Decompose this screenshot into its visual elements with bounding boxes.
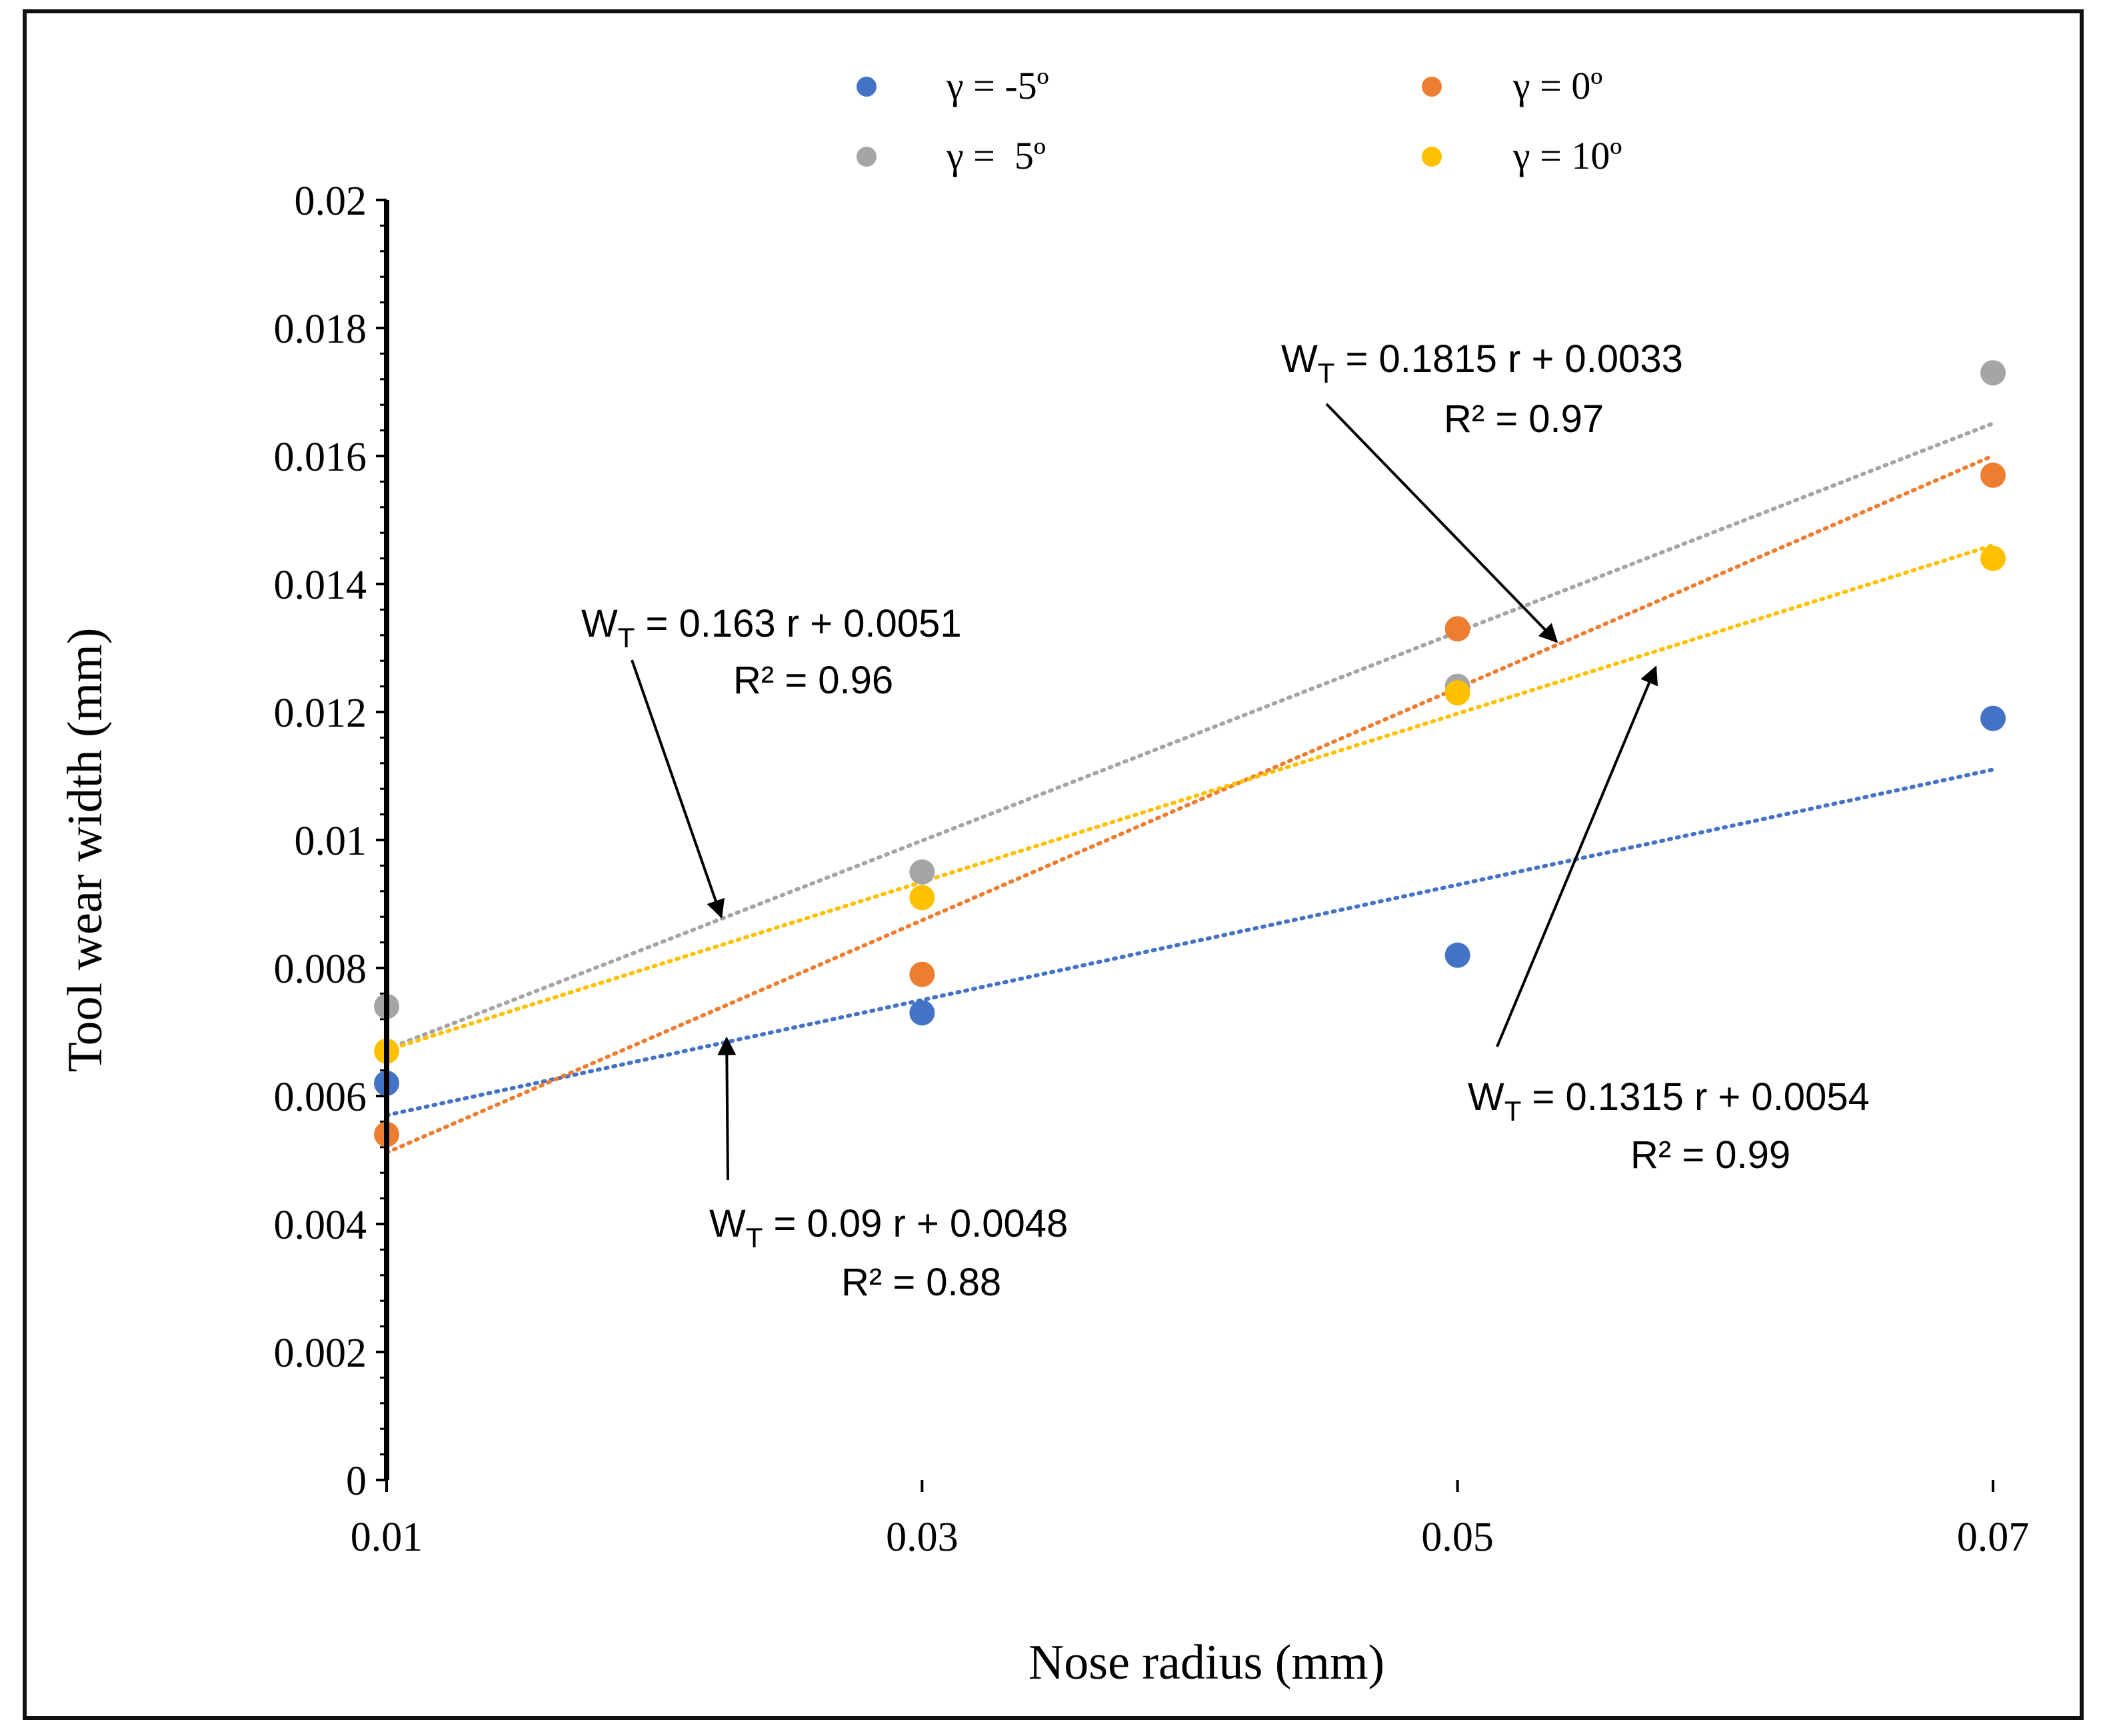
data-point-series-3 bbox=[909, 885, 935, 911]
annotation-gray-eq-main: W bbox=[581, 602, 618, 645]
trendline-series-0 bbox=[385, 767, 1995, 1117]
annotation-yellow-eq-main: W bbox=[1468, 1075, 1504, 1119]
y-axis-label: Tool wear width (mm) bbox=[58, 628, 113, 1073]
annotation-yellow-eq-sub: T bbox=[1504, 1095, 1522, 1127]
trendline-series-2 bbox=[385, 421, 1995, 1051]
data-point-series-3 bbox=[1980, 545, 2006, 571]
data-points bbox=[374, 360, 2006, 1147]
annotation-blue-equation: WT = 0.09 r + 0.0048 bbox=[709, 1202, 1068, 1253]
trendlines bbox=[385, 421, 1995, 1155]
data-point-series-0 bbox=[1444, 942, 1470, 968]
legend-label-orange: γ = 0º bbox=[1512, 64, 1602, 107]
y-tick-label: 0.008 bbox=[274, 947, 367, 992]
annotation-orange-eq-sub: T bbox=[1318, 357, 1335, 389]
y-tick-label: 0.002 bbox=[274, 1331, 367, 1376]
legend-item-orange: γ = 0º bbox=[1422, 64, 1602, 107]
data-point-series-2 bbox=[1980, 360, 2006, 386]
x-axis-ticks: 0.01 0.03 0.05 0.07 bbox=[351, 1480, 2030, 1560]
y-tick-label: 0.018 bbox=[274, 307, 367, 352]
y-tick-label: 0 bbox=[346, 1459, 367, 1504]
annotation-blue-arrow bbox=[717, 1036, 737, 1181]
x-tick-label: 0.03 bbox=[886, 1515, 959, 1560]
y-tick-label: 0.014 bbox=[274, 563, 367, 608]
data-point-series-0 bbox=[909, 1000, 935, 1026]
annotation-gray-arrow bbox=[631, 659, 725, 919]
legend-marker-orange bbox=[1422, 77, 1442, 97]
y-axis-ticks: 0 0.002 0.004 0.006 0.008 0.01 0.012 0.014 0.016… bbox=[274, 179, 387, 1504]
annotation-gray-r2: R² = 0.96 bbox=[733, 659, 893, 702]
annotation-blue-eq-main: W bbox=[709, 1202, 746, 1245]
data-point-series-1 bbox=[909, 961, 935, 987]
trendline-series-1 bbox=[385, 453, 1995, 1155]
annotation-orange: WT = 0.1815 r + 0.0033 R² = 0.97 bbox=[1281, 337, 1683, 643]
y-tick-label: 0.006 bbox=[274, 1075, 367, 1120]
legend-marker-blue bbox=[857, 77, 877, 97]
legend-marker-yellow bbox=[1422, 147, 1442, 167]
legend-label-gray: γ = 5º bbox=[946, 134, 1046, 177]
annotation-blue-r2: R² = 0.88 bbox=[841, 1261, 1001, 1304]
annotation-orange-eq-rest: = 0.1815 r + 0.0033 bbox=[1334, 337, 1682, 381]
y-tick-label: 0.01 bbox=[295, 819, 367, 864]
data-point-series-0 bbox=[1980, 705, 2006, 731]
data-point-series-3 bbox=[1444, 680, 1470, 706]
annotation-yellow: WT = 0.1315 r + 0.0054 R² = 0.99 bbox=[1468, 665, 1870, 1177]
x-tick-label: 0.01 bbox=[351, 1515, 423, 1560]
legend-label-yellow: γ = 10º bbox=[1512, 134, 1622, 177]
data-point-series-2 bbox=[909, 859, 935, 885]
legend-item-blue: γ = -5º bbox=[857, 64, 1049, 107]
legend-item-gray: γ = 5º bbox=[857, 134, 1046, 177]
annotation-gray-eq-sub: T bbox=[618, 622, 635, 653]
y-tick-label: 0.016 bbox=[274, 435, 367, 480]
annotation-orange-arrow bbox=[1325, 403, 1558, 643]
annotation-orange-eq-main: W bbox=[1281, 337, 1318, 381]
annotation-blue-eq-sub: T bbox=[746, 1222, 763, 1253]
x-axis-label: Nose radius (mm) bbox=[1029, 1635, 1384, 1690]
data-point-series-1 bbox=[1980, 462, 2006, 488]
legend-item-yellow: γ = 10º bbox=[1422, 134, 1622, 177]
annotation-gray: WT = 0.163 r + 0.0051 R² = 0.96 bbox=[581, 602, 962, 919]
y-tick-label: 0.004 bbox=[274, 1203, 367, 1248]
annotation-yellow-arrow bbox=[1496, 665, 1658, 1047]
y-tick-label: 0.012 bbox=[274, 691, 367, 736]
annotation-yellow-r2: R² = 0.99 bbox=[1630, 1133, 1790, 1177]
legend: γ = -5º γ = 0º γ = 5º γ = 10º bbox=[857, 64, 1622, 177]
annotation-blue: WT = 0.09 r + 0.0048 R² = 0.88 bbox=[709, 1036, 1068, 1304]
annotation-blue-eq-rest: = 0.09 r + 0.0048 bbox=[763, 1202, 1068, 1245]
annotation-gray-eq-rest: = 0.163 r + 0.0051 bbox=[635, 602, 961, 645]
chart-frame bbox=[23, 9, 2084, 1720]
legend-label-blue: γ = -5º bbox=[946, 64, 1049, 107]
x-tick-label: 0.07 bbox=[1957, 1515, 2030, 1560]
y-tick-label: 0.02 bbox=[295, 179, 367, 224]
data-point-series-1 bbox=[1444, 616, 1470, 642]
x-tick-label: 0.05 bbox=[1421, 1515, 1494, 1560]
annotation-orange-equation: WT = 0.1815 r + 0.0033 bbox=[1281, 337, 1683, 389]
annotation-yellow-equation: WT = 0.1315 r + 0.0054 bbox=[1468, 1075, 1870, 1127]
annotation-yellow-eq-rest: = 0.1315 r + 0.0054 bbox=[1521, 1075, 1869, 1119]
trendline-series-3 bbox=[385, 543, 1995, 1053]
annotation-orange-r2: R² = 0.97 bbox=[1444, 397, 1604, 441]
legend-marker-gray bbox=[857, 147, 877, 167]
annotation-gray-equation: WT = 0.163 r + 0.0051 bbox=[581, 602, 962, 653]
